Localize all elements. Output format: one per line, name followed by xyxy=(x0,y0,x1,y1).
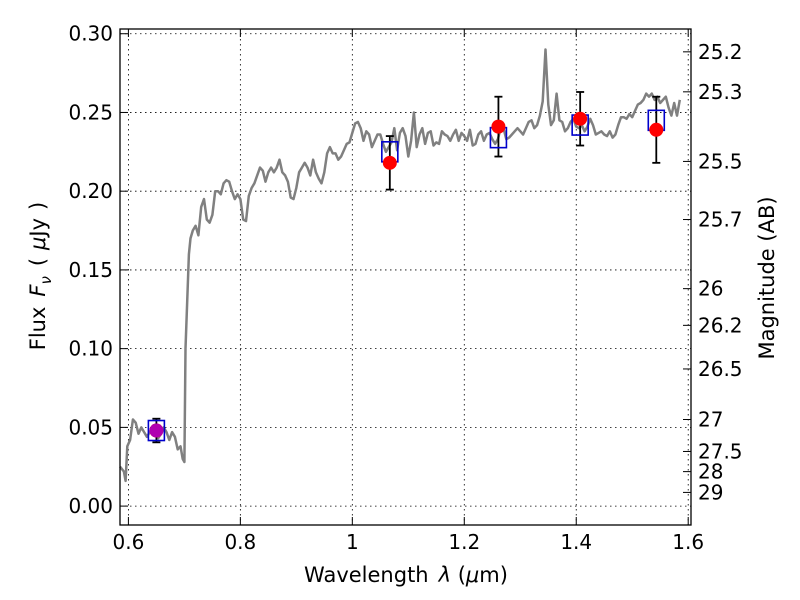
x-axis-label: Wavelength λ (μm) xyxy=(304,563,508,587)
x-tick-labels: 0.6 0.8 1 1.2 1.4 1.6 xyxy=(112,530,704,554)
x-tick-label: 1.6 xyxy=(672,530,704,554)
right-tick-label: 27.5 xyxy=(698,439,743,463)
right-tick-label: 26.5 xyxy=(698,357,743,381)
x-tick-label: 0.8 xyxy=(224,530,256,554)
right-tick-label: 25.3 xyxy=(698,80,743,104)
axis-ticks xyxy=(120,29,691,525)
y-tick-label: 0.15 xyxy=(68,258,113,282)
spectrum-series xyxy=(119,48,682,483)
y-tick-label: 0.10 xyxy=(68,337,113,361)
y-tick-label: 0.20 xyxy=(68,179,113,203)
right-tick-label: 29 xyxy=(698,480,723,504)
observed-point xyxy=(491,119,506,134)
observed-point xyxy=(649,122,664,137)
x-tick-label: 1.4 xyxy=(560,530,592,554)
observed-point xyxy=(573,111,588,126)
x-tick-label: 0.6 xyxy=(112,530,144,554)
right-tick-label: 26 xyxy=(698,277,723,301)
model-box xyxy=(147,419,166,442)
y-tick-labels: 0.00 0.05 0.10 0.15 0.20 0.25 0.30 xyxy=(68,22,113,518)
plot-frame xyxy=(119,28,692,526)
highlight-point xyxy=(149,423,164,438)
right-tick-label: 25.5 xyxy=(698,149,743,173)
y-tick-label: 0.25 xyxy=(68,100,113,124)
y-axis-label-left: FluxFν(μJy) xyxy=(26,202,55,351)
y-tick-label: 0.05 xyxy=(68,415,113,439)
right-tick-label: 28 xyxy=(698,460,723,484)
right-tick-label: 27 xyxy=(698,408,723,432)
right-tick-label: 26.2 xyxy=(698,313,743,337)
grid-lines xyxy=(120,29,691,525)
x-tick-label: 1 xyxy=(346,530,359,554)
observed-photometry-points xyxy=(149,111,664,438)
y-tick-label: 0.00 xyxy=(68,494,113,518)
model-photometry-boxes xyxy=(147,109,666,442)
y-axis-label-right: Magnitude (AB) xyxy=(755,196,779,359)
observed-point xyxy=(382,155,397,170)
right-tick-label: 25.2 xyxy=(698,40,743,64)
spectrum-line xyxy=(119,48,682,483)
y-tick-label: 0.30 xyxy=(68,22,113,46)
right-tick-label: 25.7 xyxy=(698,208,743,232)
x-tick-label: 1.2 xyxy=(448,530,480,554)
